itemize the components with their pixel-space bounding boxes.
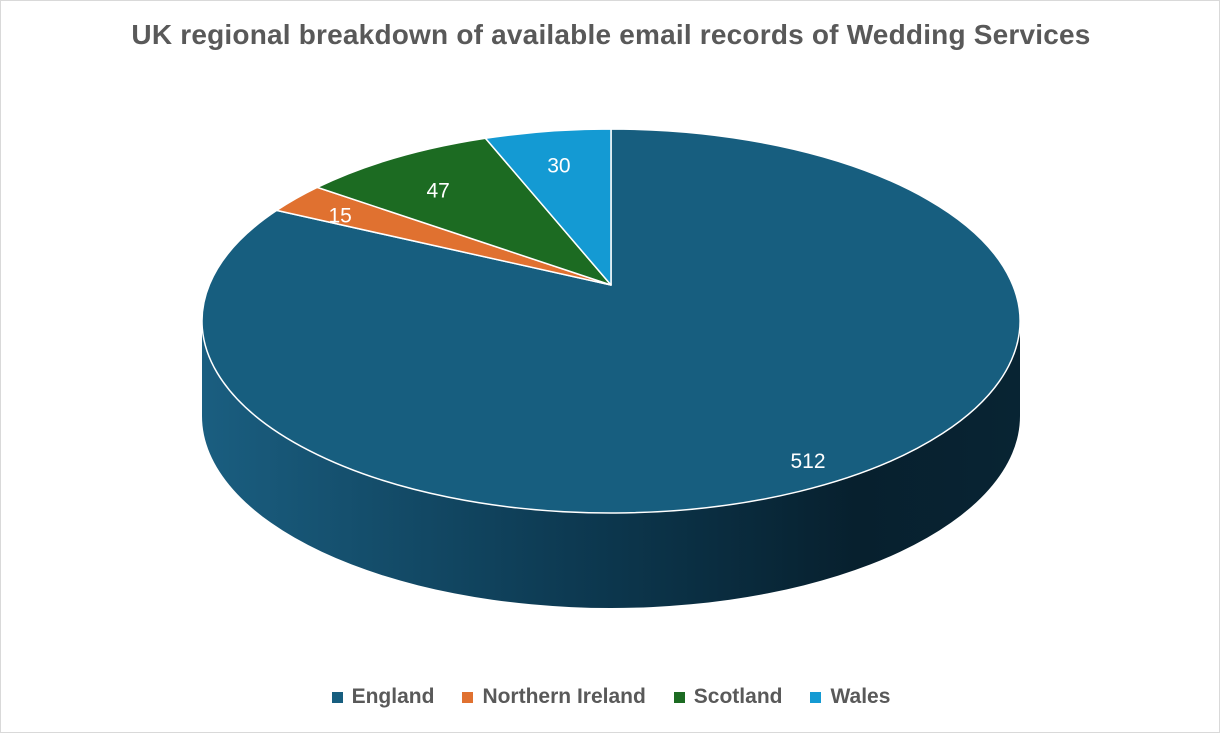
legend-item-scotland: Scotland — [674, 685, 783, 709]
pie-slices — [202, 129, 1020, 513]
legend-label: Scotland — [694, 685, 783, 709]
legend-item-wales: Wales — [810, 685, 890, 709]
legend-swatch — [810, 692, 821, 703]
legend-item-england: England — [332, 685, 435, 709]
data-label-england: 512 — [790, 450, 825, 473]
legend-label: Wales — [830, 685, 890, 709]
legend-label: England — [352, 685, 435, 709]
data-label-wales: 30 — [547, 154, 570, 177]
legend-swatch — [332, 692, 343, 703]
legend-swatch — [462, 692, 473, 703]
legend: England Northern Ireland Scotland Wales — [1, 685, 1220, 709]
legend-item-northern-ireland: Northern Ireland — [462, 685, 645, 709]
legend-label: Northern Ireland — [482, 685, 645, 709]
data-label-scotland: 47 — [426, 180, 449, 203]
legend-swatch — [674, 692, 685, 703]
data-label-northern-ireland: 15 — [328, 205, 351, 228]
